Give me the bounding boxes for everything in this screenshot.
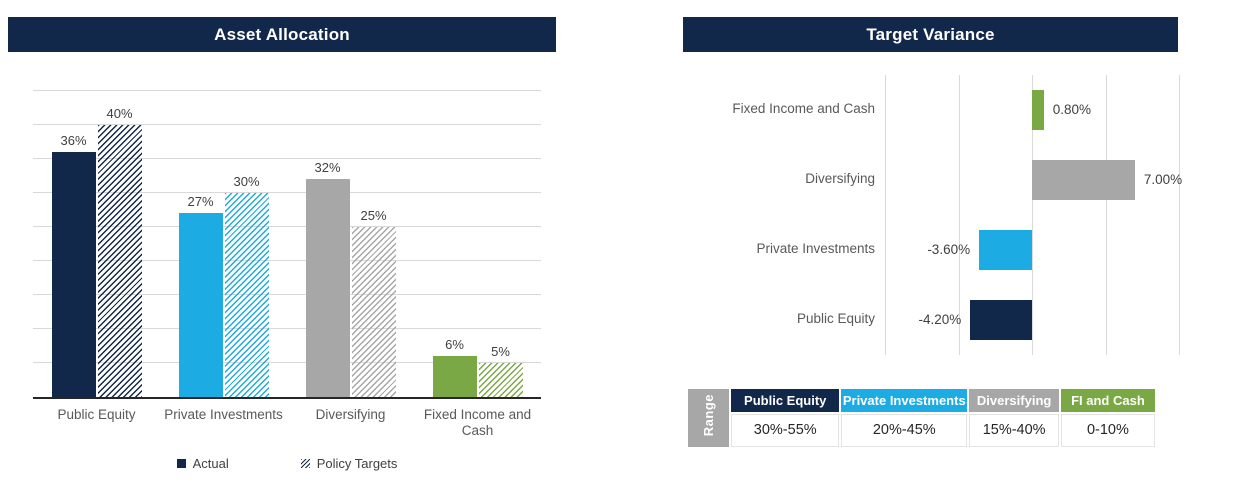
target-variance-category-labels: Fixed Income and Cash Diversifying Private… <box>660 75 875 355</box>
bar-value-public-equity-actual: 36% <box>60 133 87 149</box>
bar-public-equity <box>970 300 1032 340</box>
category-label-public-equity: Public Equity <box>57 407 136 422</box>
bar-value-diversifying-actual: 32% <box>314 160 341 176</box>
range-value-diversifying: 15%-40% <box>969 414 1059 447</box>
gridline <box>1105 75 1107 355</box>
legend-swatch-actual-icon <box>176 459 186 468</box>
gridline <box>33 294 541 295</box>
asset-allocation-title-bar: Asset Allocation <box>8 17 556 52</box>
gridline <box>33 192 541 193</box>
legend-label-actual: Actual <box>192 456 229 471</box>
range-value-public-equity: 30%-55% <box>731 414 840 447</box>
range-table-body: Range Public Equity Private Investments Div… <box>688 389 1155 447</box>
legend-item-actual: Actual <box>176 456 229 471</box>
bar-diversifying <box>1032 160 1135 200</box>
asset-allocation-category-labels: Public Equity Private Investments Diversif… <box>33 407 541 447</box>
bar-private-investments <box>979 230 1032 270</box>
range-value-private-investments: 20%-45% <box>841 414 968 447</box>
target-variance-title: Target Variance <box>866 25 995 44</box>
gridline <box>885 75 886 355</box>
category-label-private-investments: Private Investments <box>756 241 875 256</box>
bar-fixed-income-and-cash-policy-targets <box>478 363 523 397</box>
gridline <box>33 90 541 91</box>
legend-item-policy-targets: Policy Targets <box>300 456 398 471</box>
bar-private-investments-actual <box>178 213 223 397</box>
category-label-private-investments: Private Investments <box>164 407 283 422</box>
range-table: Range Public Equity Private Investments Div… <box>686 387 1157 449</box>
asset-allocation-title: Asset Allocation <box>214 25 350 44</box>
range-header-private-investments: Private Investments <box>841 389 968 412</box>
range-header-diversifying: Diversifying <box>969 389 1059 412</box>
category-label-fixed-income-and-cash: Fixed Income and Cash <box>732 101 875 116</box>
bar-value-diversifying-policy-targets: 25% <box>360 208 387 223</box>
bar-value-public-equity-policy-targets: 40% <box>106 106 133 121</box>
gridline <box>1179 75 1180 355</box>
legend-swatch-policy-targets-icon <box>300 459 310 468</box>
asset-allocation-legend: Actual Policy Targets <box>33 456 541 471</box>
legend-label-policy-targets: Policy Targets <box>316 456 398 471</box>
gridline <box>33 124 541 125</box>
bar-public-equity-policy-targets <box>97 125 142 397</box>
gridline <box>33 260 541 261</box>
bar-value-diversifying: 7.00% <box>1143 172 1183 187</box>
bar-fixed-income-and-cash-actual <box>432 356 477 397</box>
category-label-public-equity: Public Equity <box>796 311 875 326</box>
bar-public-equity-actual <box>51 152 96 397</box>
category-label-fixed-income-and-cash: Fixed Income and Cash <box>423 407 532 439</box>
bar-value-fixed-income-and-cash-policy-targets: 5% <box>491 344 510 359</box>
range-header-public-equity: Public Equity <box>731 389 840 412</box>
bar-fixed-income-and-cash <box>1032 90 1044 130</box>
bar-value-private-investments-policy-targets: 30% <box>233 174 260 189</box>
bar-value-fixed-income-and-cash: 0.80% <box>1052 102 1092 117</box>
bar-value-private-investments-actual: 27% <box>187 194 214 210</box>
range-row-label: Range <box>701 394 717 437</box>
category-label-diversifying: Diversifying <box>315 407 386 422</box>
gridline <box>33 328 541 329</box>
gridline <box>33 158 541 159</box>
bar-private-investments-policy-targets <box>224 193 269 397</box>
target-variance-plot: 0.80% 7.00% -3.60% -4.20% <box>885 75 1183 355</box>
gridline <box>1032 75 1033 355</box>
asset-allocation-plot: 36% 40% 27% 30% 32% 25% 6% 5% <box>33 90 541 399</box>
gridline <box>33 362 541 363</box>
gridline <box>33 226 541 227</box>
gridline <box>958 75 960 355</box>
bar-value-private-investments: -3.60% <box>927 242 971 257</box>
range-header-fi-and-cash: FI and Cash <box>1060 389 1155 412</box>
category-label-diversifying: Diversifying <box>805 171 875 186</box>
range-value-fi-and-cash: 0-10% <box>1060 414 1155 447</box>
bar-value-public-equity: -4.20% <box>918 312 962 327</box>
bar-value-fixed-income-and-cash-actual: 6% <box>445 337 464 353</box>
range-row-label-cell: Range <box>688 389 730 447</box>
bar-diversifying-policy-targets <box>351 227 396 397</box>
target-variance-title-bar: Target Variance <box>683 17 1178 52</box>
bar-diversifying-actual <box>305 179 350 397</box>
